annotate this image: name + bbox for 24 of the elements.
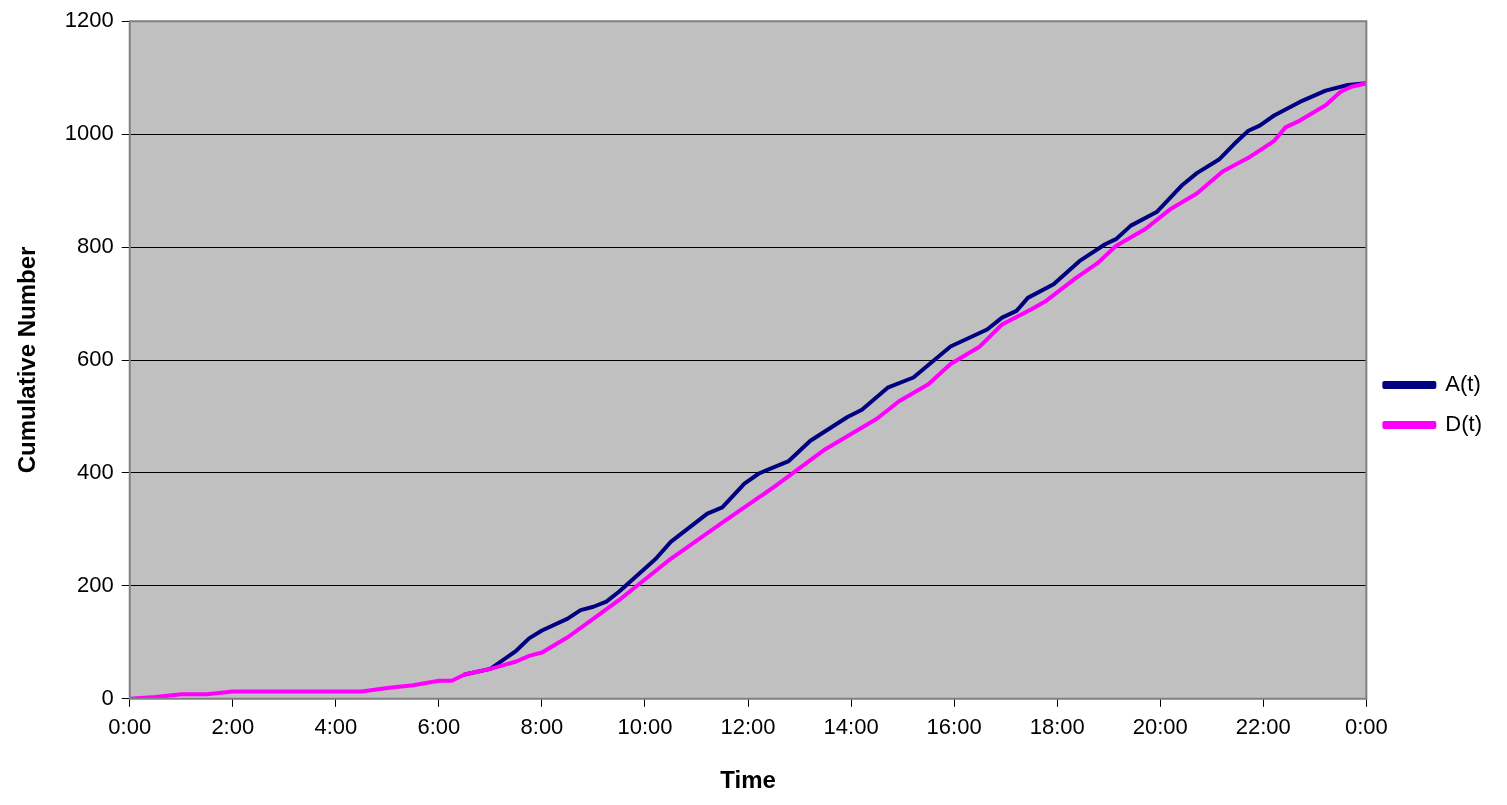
x-tick-label: 16:00 — [926, 714, 982, 740]
y-axis-title: Cumulative Number — [13, 246, 41, 474]
x-tick-label: 20:00 — [1132, 714, 1188, 740]
x-tick-label: 18:00 — [1029, 714, 1085, 740]
x-tick-label: 12:00 — [720, 714, 776, 740]
x-tick-label: 14:00 — [823, 714, 879, 740]
y-tick-label: 0 — [101, 684, 114, 710]
x-tick-label: 0:00 — [108, 714, 152, 740]
y-tick-label: 600 — [77, 346, 114, 372]
legend-label: D(t) — [1445, 411, 1482, 437]
x-tick-label: 0:00 — [1344, 714, 1388, 740]
x-tick-label: 10:00 — [617, 714, 673, 740]
y-tick-label: 1200 — [64, 7, 114, 33]
x-tick-label: 2:00 — [211, 714, 255, 740]
y-tick-label: 800 — [77, 233, 114, 259]
x-axis-title: Time — [720, 766, 776, 794]
x-tick-label: 8:00 — [520, 714, 564, 740]
x-tick-label: 22:00 — [1235, 714, 1291, 740]
x-tick-label: 4:00 — [314, 714, 358, 740]
y-tick-label: 200 — [77, 571, 114, 597]
x-tick-label: 6:00 — [417, 714, 461, 740]
legend-label: A(t) — [1445, 371, 1481, 397]
y-tick-label: 1000 — [64, 120, 114, 146]
y-tick-label: 400 — [77, 459, 114, 484]
